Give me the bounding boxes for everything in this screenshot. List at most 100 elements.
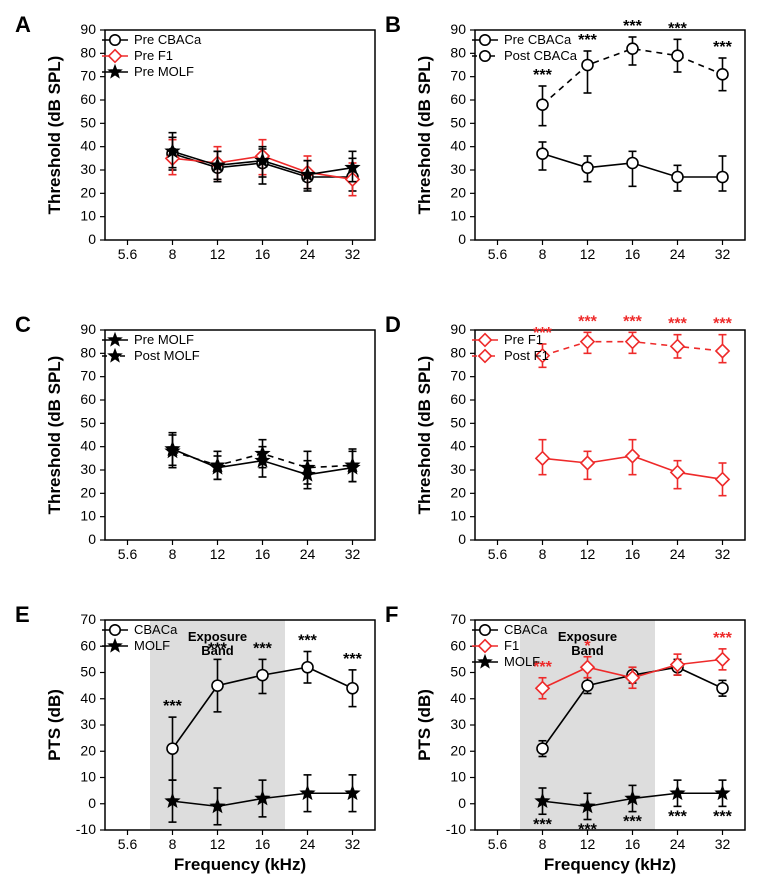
ytick-label: 0	[458, 795, 466, 811]
xtick-label: 8	[169, 836, 177, 852]
panel-wrapper-C: 01020304050607080905.6812162432Threshold…	[40, 310, 390, 590]
x-axis-label: Frequency (kHz)	[544, 855, 676, 874]
legend-label: Pre MOLF	[134, 332, 194, 347]
ytick-label: 50	[450, 664, 466, 680]
ytick-label: 10	[80, 508, 96, 524]
legend-label: CBACa	[504, 622, 548, 637]
significance-marker: ***	[713, 808, 732, 825]
significance-marker: ***	[163, 698, 182, 715]
panel-label-E: E	[15, 602, 30, 628]
ytick-label: 50	[80, 414, 96, 430]
xtick-label: 16	[255, 836, 271, 852]
panel-wrapper-E: ExposureBand-100102030405060705.68121624…	[40, 600, 390, 880]
ytick-label: 10	[450, 769, 466, 785]
ytick-label: 0	[458, 231, 466, 247]
y-axis-label: Threshold (dB SPL)	[45, 356, 64, 515]
significance-marker: ***	[668, 316, 687, 333]
ytick-label: 90	[450, 321, 466, 337]
legend-label: MOLF	[134, 638, 170, 653]
ytick-label: 20	[450, 184, 466, 200]
ytick-label: 0	[88, 531, 96, 547]
xtick-label: 12	[580, 246, 596, 262]
ytick-label: 40	[80, 438, 96, 454]
ytick-label: 20	[80, 484, 96, 500]
significance-marker: ***	[533, 67, 552, 84]
panel-A: 01020304050607080905.6812162432Threshold…	[40, 10, 390, 290]
xtick-label: 12	[210, 546, 226, 562]
y-axis-label: Threshold (dB SPL)	[415, 56, 434, 215]
ytick-label: 10	[80, 769, 96, 785]
significance-marker: ***	[578, 313, 597, 330]
xtick-label: 5.6	[118, 546, 138, 562]
panel-wrapper-A: 01020304050607080905.6812162432Threshold…	[40, 10, 390, 290]
panel-label-B: B	[385, 12, 401, 38]
xtick-label: 32	[715, 546, 731, 562]
xtick-label: 8	[539, 246, 547, 262]
xtick-label: 8	[169, 546, 177, 562]
legend-label: Pre MOLF	[134, 64, 194, 79]
xtick-label: 32	[715, 246, 731, 262]
ytick-label: 30	[80, 716, 96, 732]
legend-label: Pre CBACa	[504, 32, 572, 47]
legend-label: MOLF	[504, 654, 540, 669]
panel-label-F: F	[385, 602, 398, 628]
significance-marker: *	[584, 638, 591, 655]
xtick-label: 32	[345, 836, 361, 852]
xtick-label: 24	[670, 836, 686, 852]
significance-marker: ***	[713, 316, 732, 333]
significance-marker: ***	[343, 651, 362, 668]
ytick-label: 30	[450, 461, 466, 477]
xtick-label: 8	[539, 836, 547, 852]
ytick-label: 80	[80, 344, 96, 360]
xtick-label: 24	[300, 246, 316, 262]
legend-label: CBACa	[134, 622, 178, 637]
ytick-label: 90	[450, 21, 466, 37]
ytick-label: 50	[450, 114, 466, 130]
xtick-label: 32	[345, 246, 361, 262]
ytick-label: 0	[88, 231, 96, 247]
ytick-label: 40	[80, 690, 96, 706]
xtick-label: 32	[715, 836, 731, 852]
ytick-label: 70	[450, 611, 466, 627]
ytick-label: 0	[458, 531, 466, 547]
ytick-label: 30	[450, 716, 466, 732]
ytick-label: 80	[80, 44, 96, 60]
ytick-label: 50	[450, 414, 466, 430]
legend-label: Post MOLF	[134, 348, 200, 363]
ytick-label: 60	[450, 91, 466, 107]
significance-marker: ***	[578, 32, 597, 49]
ytick-label: 50	[80, 114, 96, 130]
significance-marker: ***	[668, 20, 687, 37]
significance-marker: ***	[578, 822, 597, 839]
panel-C: 01020304050607080905.6812162432Threshold…	[40, 310, 390, 590]
ytick-label: 20	[450, 484, 466, 500]
panel-wrapper-F: ExposureBand-100102030405060705.68121624…	[410, 600, 760, 880]
significance-marker: ***	[713, 39, 732, 56]
ytick-label: 60	[80, 391, 96, 407]
panel-label-C: C	[15, 312, 31, 338]
ytick-label: 10	[450, 508, 466, 524]
xtick-label: 5.6	[118, 836, 138, 852]
legend-label: Pre F1	[504, 332, 543, 347]
significance-marker: ***	[623, 814, 642, 831]
ytick-label: 40	[80, 138, 96, 154]
xtick-label: 16	[625, 546, 641, 562]
xtick-label: 32	[345, 546, 361, 562]
y-axis-label: PTS (dB)	[415, 689, 434, 761]
ytick-label: 90	[80, 321, 96, 337]
ytick-label: -10	[76, 821, 96, 837]
panel-label-D: D	[385, 312, 401, 338]
xtick-label: 5.6	[118, 246, 138, 262]
ytick-label: 30	[80, 461, 96, 477]
ytick-label: 60	[80, 637, 96, 653]
xtick-label: 16	[625, 836, 641, 852]
legend-label: Post F1	[504, 348, 549, 363]
ytick-label: 20	[80, 742, 96, 758]
legend-label: Post CBACa	[504, 48, 578, 63]
ytick-label: 20	[450, 742, 466, 758]
ytick-label: 70	[80, 68, 96, 84]
ytick-label: 60	[80, 91, 96, 107]
xtick-label: 24	[300, 836, 316, 852]
ytick-label: 60	[450, 637, 466, 653]
significance-marker: ***	[623, 18, 642, 35]
